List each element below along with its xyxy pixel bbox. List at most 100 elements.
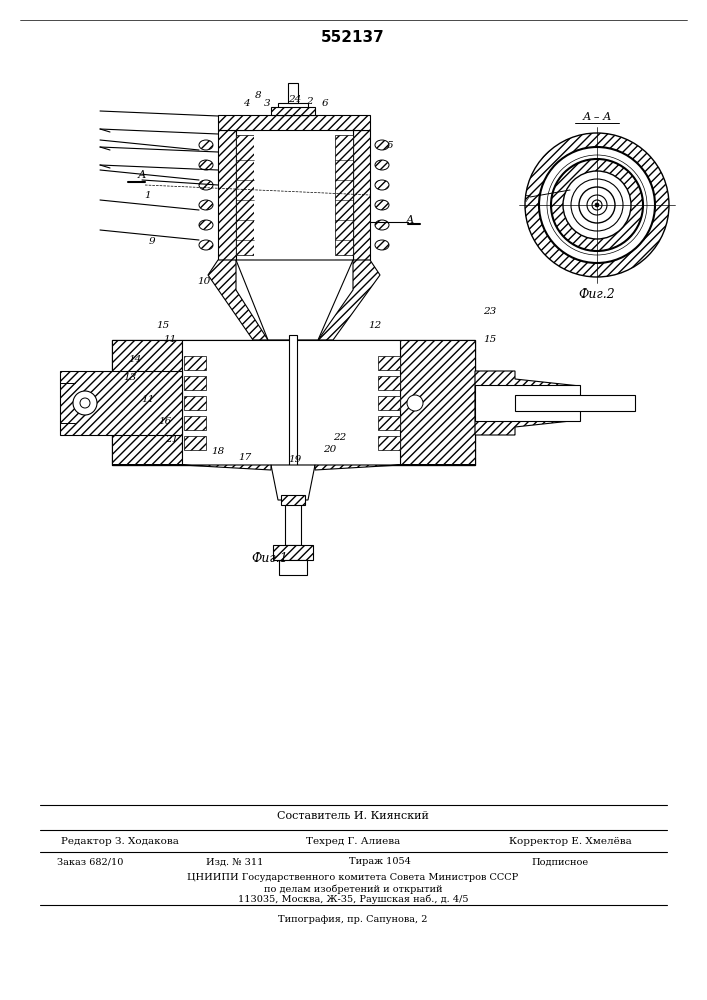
Text: по делам изобретений и открытий: по делам изобретений и открытий <box>264 884 443 894</box>
Circle shape <box>592 200 602 210</box>
Bar <box>289 335 297 470</box>
Circle shape <box>551 159 643 251</box>
Polygon shape <box>208 260 268 340</box>
Bar <box>184 416 206 430</box>
Text: 16: 16 <box>158 418 172 426</box>
Text: 11: 11 <box>141 395 155 404</box>
Circle shape <box>159 395 175 411</box>
Bar <box>184 396 206 410</box>
Text: Подписное: Подписное <box>532 857 588 866</box>
Polygon shape <box>475 371 580 435</box>
Text: 19: 19 <box>288 456 302 464</box>
Bar <box>112 340 475 465</box>
Text: 4: 4 <box>243 99 250 107</box>
Circle shape <box>595 203 599 207</box>
Bar <box>378 396 400 410</box>
Text: А: А <box>138 170 146 180</box>
Polygon shape <box>236 260 353 340</box>
Text: Фиг.1: Фиг.1 <box>252 552 288 564</box>
Circle shape <box>539 147 655 263</box>
Bar <box>515 395 635 411</box>
Text: 15: 15 <box>484 336 496 344</box>
Ellipse shape <box>375 200 389 210</box>
Ellipse shape <box>199 160 213 170</box>
Bar <box>236 130 353 260</box>
Text: А: А <box>406 215 414 225</box>
Text: 24: 24 <box>288 96 302 104</box>
Text: 2: 2 <box>305 97 312 105</box>
Text: 23: 23 <box>484 308 496 316</box>
Ellipse shape <box>375 220 389 230</box>
Text: Типография, пр. Сапунова, 2: Типография, пр. Сапунова, 2 <box>279 916 428 924</box>
Text: 14: 14 <box>129 356 141 364</box>
Polygon shape <box>112 340 182 465</box>
Polygon shape <box>112 465 271 470</box>
Text: 5: 5 <box>387 140 393 149</box>
Polygon shape <box>271 465 315 500</box>
Text: 22: 22 <box>334 432 346 442</box>
Text: 15: 15 <box>156 320 170 330</box>
Polygon shape <box>60 371 182 435</box>
Text: Изд. № 311: Изд. № 311 <box>206 857 264 866</box>
Polygon shape <box>318 260 380 340</box>
Bar <box>273 545 313 560</box>
Circle shape <box>563 171 631 239</box>
Bar <box>288 83 298 103</box>
Polygon shape <box>218 130 236 260</box>
Polygon shape <box>400 340 475 465</box>
Ellipse shape <box>375 140 389 150</box>
Polygon shape <box>335 135 353 255</box>
Text: 17: 17 <box>238 452 252 462</box>
Bar <box>378 416 400 430</box>
Circle shape <box>587 195 607 215</box>
Text: 6: 6 <box>322 99 328 107</box>
Bar <box>184 436 206 450</box>
Bar <box>378 356 400 370</box>
Ellipse shape <box>375 160 389 170</box>
Bar <box>378 436 400 450</box>
Bar <box>378 376 400 390</box>
Text: 552137: 552137 <box>321 30 385 45</box>
Polygon shape <box>236 135 254 255</box>
Bar <box>184 356 206 370</box>
Circle shape <box>547 155 647 255</box>
Ellipse shape <box>199 200 213 210</box>
Ellipse shape <box>199 140 213 150</box>
Text: 1: 1 <box>145 190 151 200</box>
Ellipse shape <box>199 180 213 190</box>
Ellipse shape <box>375 240 389 250</box>
Text: Фиг.2: Фиг.2 <box>578 288 615 302</box>
Text: 18: 18 <box>211 448 225 456</box>
Text: 21: 21 <box>165 436 179 444</box>
Text: Корректор Е. Хмелёва: Корректор Е. Хмелёва <box>508 836 631 846</box>
Polygon shape <box>353 130 370 260</box>
Text: 113035, Москва, Ж-35, Раушская наб., д. 4/5: 113035, Москва, Ж-35, Раушская наб., д. … <box>238 895 468 904</box>
Text: Заказ 682/10: Заказ 682/10 <box>57 857 123 866</box>
Text: ЦНИИПИ Государственного комитета Совета Министров СССР: ЦНИИПИ Государственного комитета Совета … <box>187 873 519 882</box>
Text: 7: 7 <box>524 196 530 205</box>
Text: Редактор З. Ходакова: Редактор З. Ходакова <box>61 836 179 846</box>
Text: 20: 20 <box>323 446 337 454</box>
Bar <box>184 376 206 390</box>
Bar <box>279 560 307 575</box>
Bar <box>218 115 370 130</box>
Bar <box>475 385 580 421</box>
Circle shape <box>73 391 97 415</box>
Circle shape <box>80 398 90 408</box>
Text: 11: 11 <box>163 336 177 344</box>
Circle shape <box>571 179 623 231</box>
Bar <box>254 130 335 260</box>
Ellipse shape <box>199 240 213 250</box>
Text: 9: 9 <box>148 237 156 246</box>
Ellipse shape <box>375 180 389 190</box>
Text: 8: 8 <box>255 92 262 101</box>
Text: 12: 12 <box>368 322 382 330</box>
Polygon shape <box>315 465 475 470</box>
Text: Составитель И. Киянский: Составитель И. Киянский <box>277 811 429 821</box>
Text: Техред Г. Алиева: Техред Г. Алиева <box>306 836 400 846</box>
Circle shape <box>525 133 669 277</box>
Text: А – А: А – А <box>583 112 612 122</box>
Text: 3: 3 <box>264 100 270 108</box>
Circle shape <box>579 187 615 223</box>
Text: Тираж 1054: Тираж 1054 <box>349 857 411 866</box>
